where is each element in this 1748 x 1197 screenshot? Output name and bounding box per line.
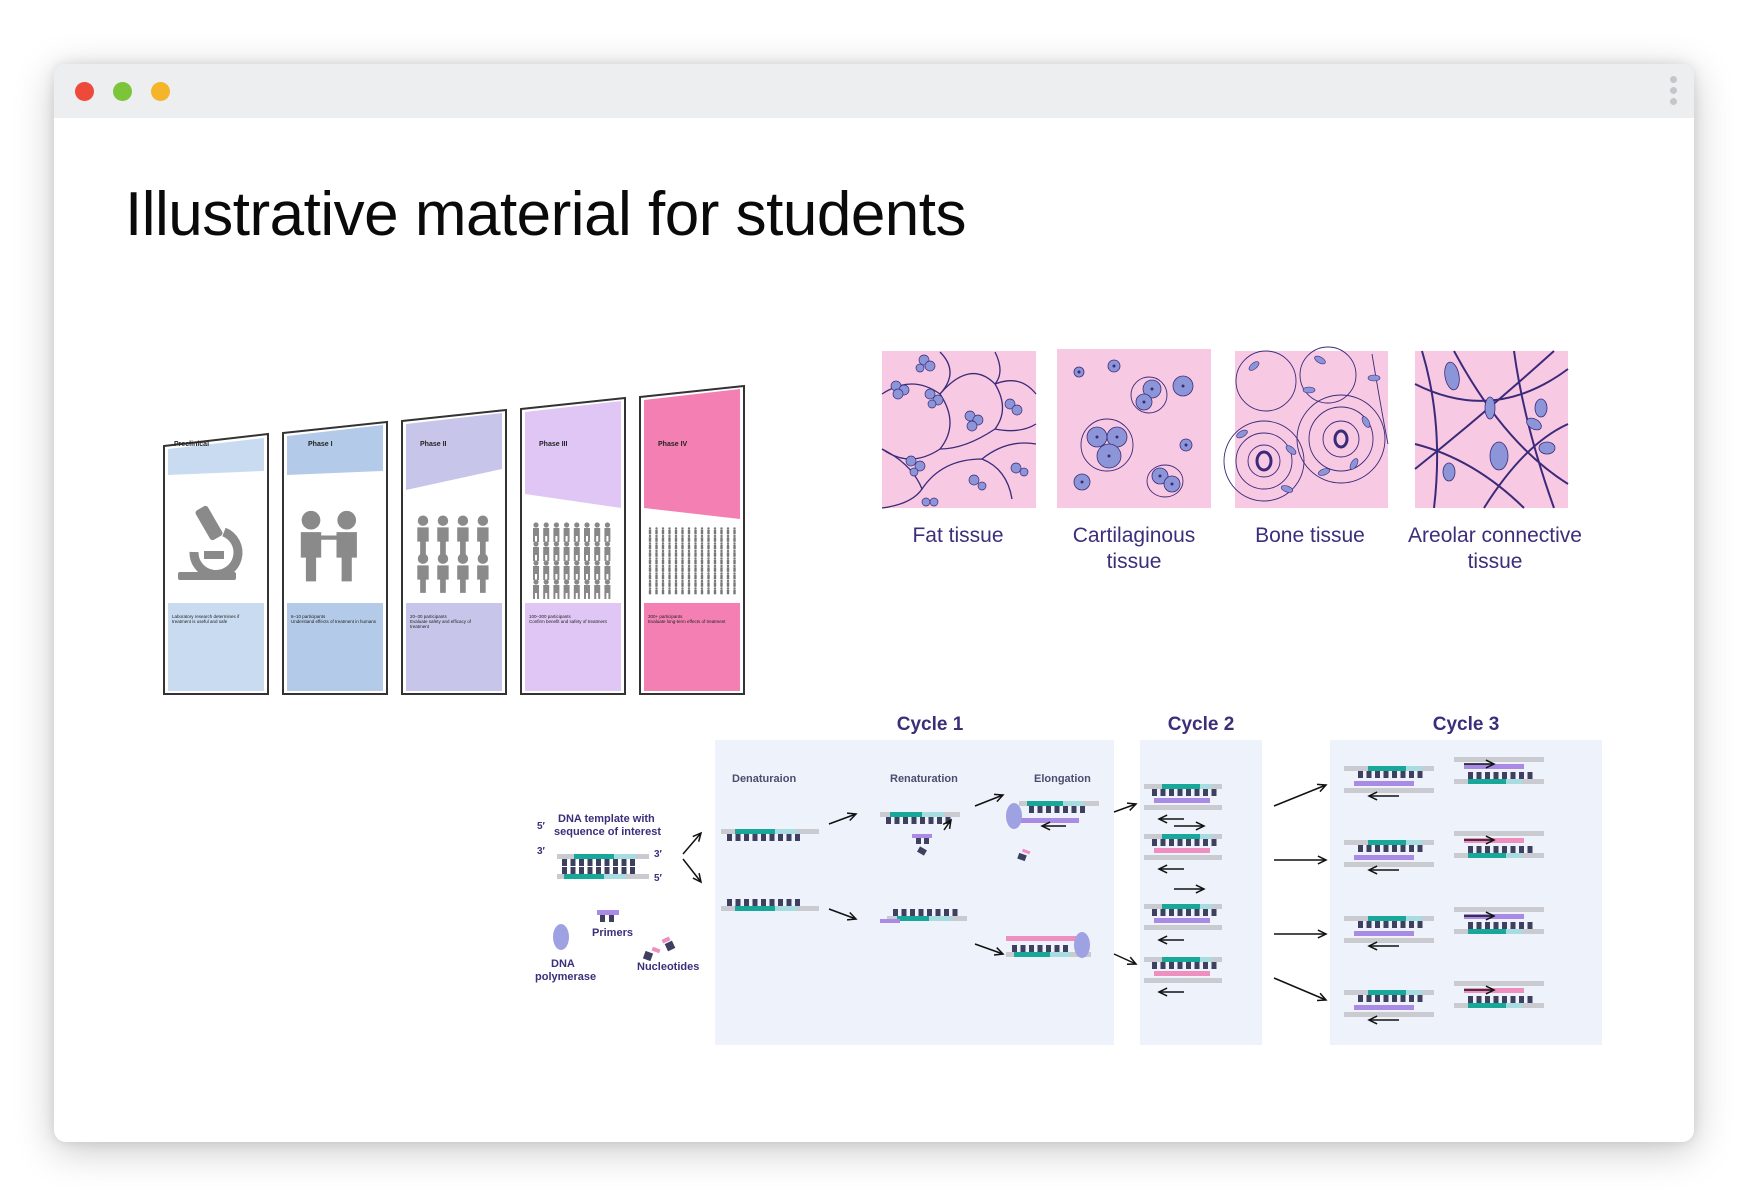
title-bar — [54, 64, 1694, 118]
tissue-label: Areolar connective — [1408, 524, 1582, 547]
template-label: sequence of interest — [554, 826, 661, 838]
cycle-title: Cycle 2 — [1168, 714, 1235, 735]
tissue-illustrations: Fat tissue Cartilaginous tissue Bone tis… — [881, 346, 1582, 573]
cycle-2-panel — [1140, 740, 1262, 1045]
phase-header-band — [644, 389, 740, 519]
minimize-window-button[interactable] — [113, 82, 132, 101]
phase-card-preclinical: Preclinical Laboratory research determin… — [163, 432, 269, 695]
phase-header-band — [168, 438, 264, 475]
nucleotide-icon — [642, 936, 676, 962]
phase-card-phase-2: Phase II 20–30 participants Evaluate saf… — [401, 408, 507, 695]
phase-desc: Confirm benefit and safety of treatment — [529, 619, 608, 624]
step-label: Denaturaion — [732, 773, 796, 785]
large-crowd-icon — [648, 527, 736, 595]
tissue-fat — [881, 351, 1037, 509]
phase-desc: Evaluate long-term effects of treatment — [648, 619, 726, 624]
phase-body-band — [168, 603, 264, 691]
tissue-label: Bone tissue — [1255, 524, 1365, 547]
phase-name: Preclinical — [174, 441, 209, 448]
tissue-bone — [1223, 346, 1389, 508]
clinical-trial-phases: Preclinical Laboratory research determin… — [163, 384, 745, 695]
phase-header-band — [287, 425, 383, 475]
template-label: DNA template with — [558, 813, 655, 825]
step-label: Renaturation — [890, 773, 958, 785]
polymerase-label: DNA — [551, 958, 575, 970]
five-prime-label: 5′ — [537, 821, 546, 832]
polymerase-label: polymerase — [535, 971, 596, 983]
areolar-tissue-image — [1415, 351, 1568, 508]
tissue-label: tissue — [1107, 550, 1162, 573]
phase-desc: 300+ participants — [648, 614, 683, 619]
phase-desc: Understand effects of treatment in human… — [291, 619, 377, 624]
microscope-icon — [178, 505, 243, 580]
phase-name: Phase II — [420, 441, 447, 448]
phase-card-phase-1: Phase I 6–10 participants Understand eff… — [282, 420, 388, 695]
tissue-areolar — [1414, 350, 1569, 509]
two-people-icon — [300, 510, 357, 582]
phase-card-phase-3: Phase III 100–300 participants Confirm b… — [520, 396, 626, 695]
tissue-label: tissue — [1468, 550, 1523, 573]
three-prime-label: 3′ — [537, 846, 546, 857]
tissue-cartilage — [1057, 349, 1211, 508]
zoom-window-button[interactable] — [151, 82, 170, 101]
phase-card-phase-4: Phase IV 300+ participants Evaluate long… — [639, 384, 745, 695]
cycle-1-panel — [715, 740, 1114, 1045]
phase-desc: Laboratory research determines if — [172, 614, 240, 619]
pcr-legend: 5′ DNA template with sequence of interes… — [535, 813, 699, 983]
browser-window: Illustrative material for students Precl… — [54, 64, 1694, 1142]
polymerase-icon — [553, 924, 569, 950]
nucleotides-label: Nucleotides — [637, 961, 699, 973]
tissue-label: Fat tissue — [912, 524, 1003, 547]
phase-desc: 20–30 participants — [410, 614, 448, 619]
phase-body-band — [525, 603, 621, 691]
primers-label: Primers — [592, 927, 633, 939]
tissue-label: Cartilaginous — [1073, 524, 1196, 547]
phase-header-band — [406, 413, 502, 490]
step-label: Elongation — [1034, 773, 1091, 785]
phase-body-band — [644, 603, 740, 691]
pcr-diagram: Cycle 1 Cycle 2 Cycle 3 Denaturaion Rena… — [535, 714, 1602, 1045]
five-prime-label: 5′ — [654, 873, 663, 884]
page-title: Illustrative material for students — [125, 180, 967, 249]
phase-header-band — [525, 401, 621, 508]
phase-desc: Evaluate safety and efficacy of — [410, 619, 472, 624]
cycle-title: Cycle 1 — [897, 714, 964, 735]
phase-desc: 6–10 participants — [291, 614, 326, 619]
fat-tissue-image — [882, 351, 1036, 508]
slide-illustrations: Preclinical Laboratory research determin… — [163, 346, 1602, 1045]
phase-desc: treatment — [410, 624, 430, 629]
phase-name: Phase III — [539, 441, 567, 448]
three-prime-label: 3′ — [654, 849, 663, 860]
more-options-icon[interactable] — [1670, 76, 1678, 108]
phase-name: Phase IV — [658, 441, 688, 448]
close-window-button[interactable] — [75, 82, 94, 101]
phase-desc: treatment is useful and safe — [172, 619, 228, 624]
cycle-title: Cycle 3 — [1433, 714, 1500, 735]
phase-desc: 100–300 participants — [529, 614, 572, 619]
phase-body-band — [287, 603, 383, 691]
phase-name: Phase I — [308, 441, 333, 448]
process-arrows — [682, 759, 1496, 1025]
bone-tissue-image — [1235, 351, 1388, 508]
phase-body-band — [406, 603, 502, 691]
